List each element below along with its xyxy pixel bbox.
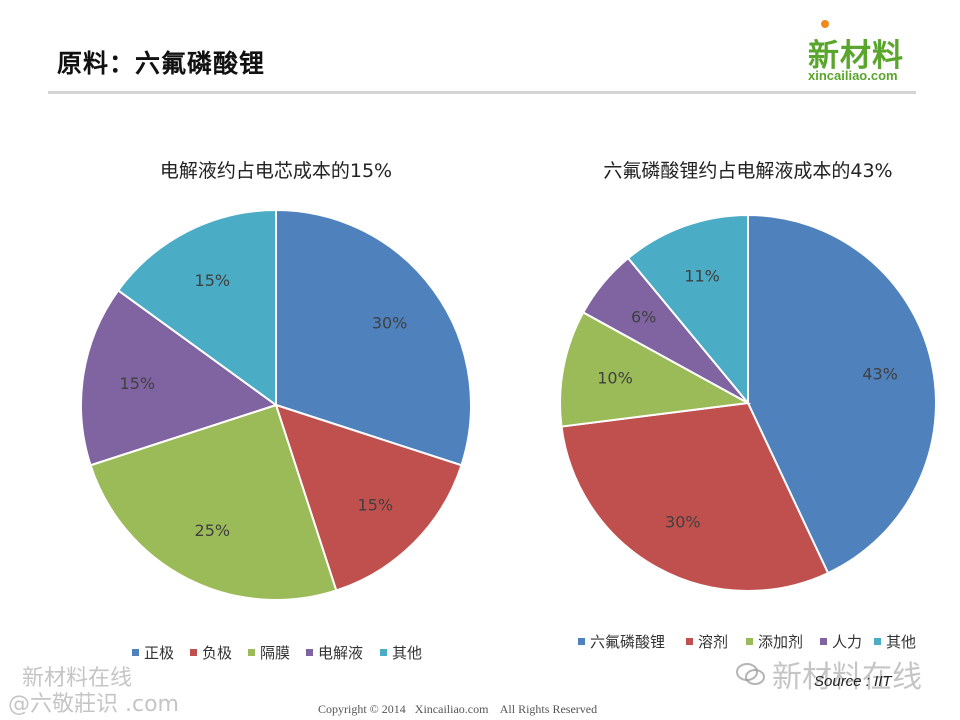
slice-data-label: 30%: [665, 513, 701, 532]
legend-swatch: [380, 649, 387, 656]
legend-label: 负极: [202, 644, 232, 662]
slice-data-label: 15%: [358, 495, 394, 514]
legend-swatch: [874, 638, 881, 645]
wechat-icon: [736, 663, 765, 685]
legend-swatch: [132, 649, 139, 656]
pie-slice-4: [80, 288, 279, 467]
slice-data-label: 11%: [684, 267, 720, 286]
legend-swatch: [306, 649, 313, 656]
chart-title: 六氟磷酸锂约占电解液成本的43%: [603, 160, 892, 182]
legend-label: 隔膜: [260, 644, 290, 662]
pie-slice-1: [747, 213, 937, 575]
slice-data-label: 15%: [120, 374, 156, 393]
site-logo: 新材料 xincailiao.com: [800, 18, 920, 88]
pie-slice-2: [274, 403, 463, 592]
legend-label: 溶剂: [698, 633, 728, 651]
slice-data-label: 43%: [862, 365, 898, 384]
pie-slice-3: [559, 311, 752, 428]
slice-data-label: 15%: [195, 271, 231, 290]
slice-data-label: 6%: [631, 308, 656, 327]
legend-swatch: [820, 638, 827, 645]
pie-slice-5: [626, 213, 749, 406]
chart-title: 电解液约占电芯成本的15%: [160, 160, 392, 182]
pie-chart-cell-cost: 电解液约占电芯成本的15% 30% 15% 25% 15% 15% 正极 负极 隔膜 电解液 其他: [80, 160, 472, 662]
watermark-right: 新材料在线: [736, 652, 922, 696]
watermark-left-url: @六敬莊识 .com: [8, 692, 179, 717]
logo-name: 新材料: [808, 38, 904, 74]
source-note: Source : IIT: [814, 673, 892, 690]
watermark-right-text: 新材料在线: [772, 660, 922, 695]
legend-label: 其他: [392, 644, 422, 662]
logo-dot-icon: [821, 20, 829, 28]
legend-label: 电解液: [318, 644, 363, 662]
watermark-left: 新材料在线: [22, 666, 133, 691]
pie-slice-1: [275, 208, 472, 467]
pie-chart-electrolyte-cost: 六氟磷酸锂约占电解液成本的43% 43% 30% 10% 6% 11% 六氟磷酸锂 溶剂 添加剂…: [559, 160, 937, 651]
slide-title: 原料：六氟磷酸锂: [57, 49, 266, 78]
pie-slice-3: [89, 403, 338, 601]
logo-url: xincailiao.com: [808, 68, 898, 83]
legend-swatch: [578, 638, 585, 645]
pie-slice-5: [116, 208, 277, 407]
legend-swatch: [686, 638, 693, 645]
legend-swatch: [248, 649, 255, 656]
legend-swatch: [190, 649, 197, 656]
legend-label: 添加剂: [758, 633, 803, 651]
legend-label: 其他: [886, 633, 916, 651]
legend-label: 六氟磷酸锂: [590, 633, 665, 651]
slice-data-label: 30%: [372, 314, 408, 333]
legend-label: 正极: [144, 644, 174, 662]
slice-data-label: 10%: [597, 369, 633, 388]
slice-data-label: 25%: [195, 521, 231, 540]
pie-slice-2: [560, 401, 830, 592]
legend-swatch: [746, 638, 753, 645]
legend-label: 人力: [832, 633, 862, 651]
copyright-footer: Copyright © 2014 Xincailiao.com All Righ…: [318, 702, 598, 716]
title-divider: [48, 91, 916, 94]
